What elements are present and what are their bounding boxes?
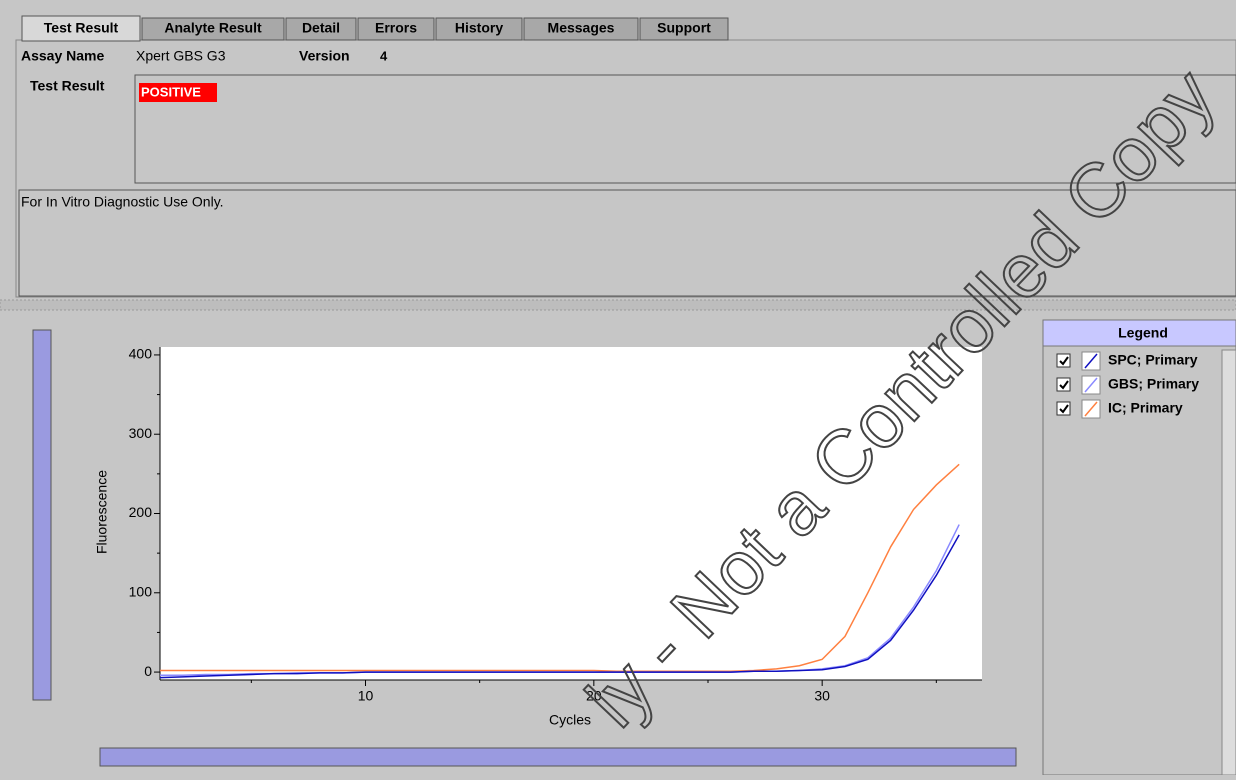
- legend-label: SPC; Primary: [1108, 352, 1198, 368]
- x-tick-label: 30: [814, 688, 830, 704]
- legend-checkbox[interactable]: [1056, 377, 1071, 392]
- plot-area: [160, 347, 982, 680]
- assay-label: Assay Name: [21, 48, 104, 64]
- tab[interactable]: [639, 17, 729, 41]
- tab-label[interactable]: Test Result: [44, 20, 119, 36]
- tab-label[interactable]: Analyte Result: [164, 20, 262, 36]
- x-tick-label: 20: [586, 688, 602, 704]
- check-mark: [1059, 404, 1069, 414]
- tab-label[interactable]: History: [455, 20, 503, 36]
- y-tick-label: 0: [144, 663, 152, 679]
- y-tick-label: 100: [129, 583, 153, 599]
- tab[interactable]: [21, 15, 141, 42]
- tab[interactable]: [435, 17, 523, 41]
- legend-label: IC; Primary: [1108, 400, 1183, 416]
- note-box: [18, 189, 1236, 297]
- legend-scrollbar[interactable]: [1221, 349, 1236, 776]
- check-mark: [1059, 356, 1069, 366]
- version: 4: [380, 48, 388, 63]
- test-result: POSITIVE: [141, 84, 201, 99]
- note: For In Vitro Diagnostic Use Only.: [21, 194, 224, 210]
- y-tick-label: 400: [129, 346, 153, 362]
- x-axis-label: Cycles: [549, 712, 591, 728]
- tab[interactable]: [523, 17, 639, 41]
- splitter[interactable]: [0, 299, 1236, 311]
- tab-label[interactable]: Messages: [548, 20, 615, 36]
- legend-label: GBS; Primary: [1108, 376, 1199, 392]
- series-line: [159, 534, 960, 679]
- legend-checkbox[interactable]: [1056, 353, 1071, 368]
- version-label: Version: [299, 48, 350, 64]
- horizontal-slider[interactable]: [99, 747, 1017, 767]
- tab[interactable]: [357, 17, 435, 41]
- legend-swatch: [1084, 353, 1098, 369]
- result-highlight: [139, 83, 217, 102]
- test-result-label: Test Result: [30, 78, 105, 94]
- legend-title: Legend: [1118, 325, 1168, 341]
- vertical-slider[interactable]: [32, 329, 52, 701]
- series-line: [160, 463, 960, 673]
- tab[interactable]: [285, 17, 357, 41]
- tab-label[interactable]: Errors: [375, 20, 417, 36]
- y-axis-label: Fluorescence: [94, 470, 110, 554]
- legend-checkbox[interactable]: [1056, 401, 1071, 416]
- check-mark: [1059, 380, 1069, 390]
- legend-swatch: [1084, 401, 1098, 417]
- legend-header: [1042, 319, 1236, 347]
- tab-label[interactable]: Detail: [302, 20, 340, 36]
- x-tick-label: 10: [358, 688, 374, 704]
- legend-panel: [1042, 319, 1236, 776]
- y-tick-label: 200: [129, 504, 153, 520]
- assay-name: Xpert GBS G3: [136, 48, 226, 64]
- tab-label[interactable]: Support: [657, 20, 711, 36]
- tab[interactable]: [141, 17, 285, 41]
- result-box: [134, 74, 1236, 184]
- y-tick-label: 300: [129, 425, 153, 441]
- legend-swatch: [1084, 377, 1098, 393]
